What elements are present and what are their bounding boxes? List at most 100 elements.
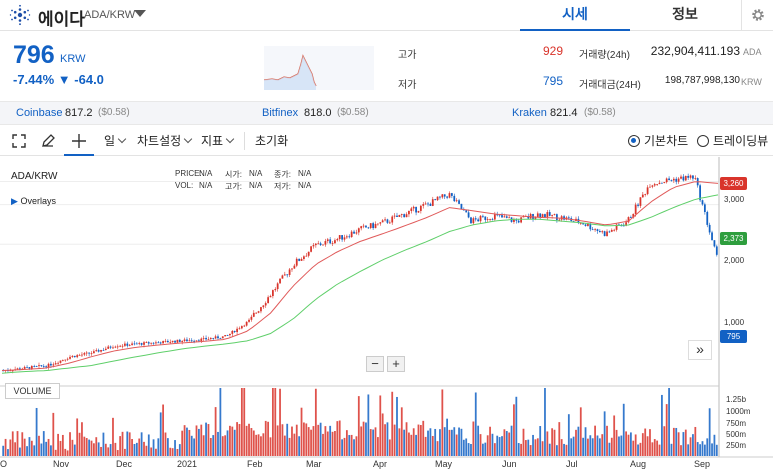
- period-dropdown[interactable]: 일: [104, 126, 127, 156]
- basic-chart-radio[interactable]: [628, 135, 640, 147]
- volume-bar: [610, 437, 613, 456]
- volume-bar: [61, 434, 64, 456]
- volume-bar: [95, 437, 98, 456]
- volume-bar: [57, 433, 59, 456]
- volume-bar: [362, 421, 365, 456]
- candle: [703, 204, 706, 212]
- candle: [393, 215, 396, 217]
- candle: [81, 354, 83, 356]
- volume-bar: [135, 442, 138, 456]
- candle: [369, 223, 372, 228]
- volume-bar: [486, 435, 489, 456]
- indicator-dropdown[interactable]: 지표: [201, 126, 235, 156]
- volume-bar: [372, 429, 375, 456]
- volume-bar: [169, 447, 172, 456]
- volume-tag[interactable]: VOLUME: [5, 383, 60, 399]
- candle: [59, 360, 62, 363]
- candle: [169, 342, 172, 343]
- volume-bar: [14, 442, 17, 456]
- volume-bar: [462, 439, 465, 456]
- volume-bar: [150, 447, 153, 456]
- volume-bar: [121, 431, 124, 456]
- candle: [52, 364, 55, 366]
- candle: [140, 343, 143, 345]
- settings-button[interactable]: [741, 0, 773, 31]
- volume-bar: [505, 431, 508, 456]
- candle: [102, 349, 105, 351]
- candle: [202, 337, 205, 339]
- reset-button[interactable]: 초기화: [255, 134, 289, 148]
- exchange-name[interactable]: Coinbase: [16, 107, 63, 119]
- volume-bar: [200, 424, 203, 456]
- zoom-out-button[interactable]: −: [366, 356, 384, 372]
- scroll-right-button[interactable]: »: [688, 340, 712, 360]
- candle: [551, 214, 554, 216]
- volume-bar: [649, 429, 651, 456]
- volume-bar: [217, 431, 219, 456]
- price-chart[interactable]: ADA/KRW ▶ Overlays PRICE: N/A 시가: N/A 종가…: [0, 157, 773, 476]
- volume-bar: [334, 430, 336, 456]
- volume-bar: [90, 440, 93, 456]
- volume-bar: [367, 394, 370, 456]
- candle: [260, 307, 262, 312]
- candle: [639, 197, 642, 206]
- tab-quote[interactable]: 시세: [520, 0, 630, 31]
- candle: [677, 178, 680, 182]
- volume-bar: [221, 436, 224, 456]
- volume-bar: [245, 425, 248, 456]
- volume-bar: [560, 439, 563, 456]
- candle: [582, 223, 585, 225]
- volume-bar: [229, 425, 231, 456]
- candle: [496, 214, 499, 216]
- volume-bar: [458, 427, 460, 456]
- candle: [682, 176, 685, 181]
- candle: [207, 339, 210, 340]
- exchange-price: 821.4: [550, 107, 578, 119]
- volume-bar: [88, 439, 91, 456]
- volume-bar: [551, 428, 554, 456]
- volume-bar: [133, 443, 136, 456]
- volume-bar: [472, 421, 475, 456]
- volume-bar: [665, 404, 668, 456]
- candle: [556, 214, 558, 221]
- exchange-name[interactable]: Kraken: [512, 107, 547, 119]
- candle: [477, 219, 480, 222]
- basic-chart-label[interactable]: 기본차트: [644, 134, 689, 148]
- exchange-name[interactable]: Bitfinex: [262, 107, 299, 119]
- candle: [391, 216, 394, 223]
- tradingview-label[interactable]: 트레이딩뷰: [713, 134, 769, 148]
- candle: [76, 355, 79, 358]
- volume-bar: [243, 388, 246, 456]
- info-price-value: N/A: [199, 169, 213, 178]
- candle: [517, 220, 520, 223]
- volume-bar: [21, 432, 24, 456]
- volume-bar: [64, 448, 67, 456]
- candle: [634, 204, 637, 214]
- candle: [424, 203, 427, 205]
- volume-bar: [102, 432, 105, 456]
- x-tick-label: Mar: [306, 459, 322, 469]
- candle: [193, 340, 196, 342]
- candle: [429, 203, 432, 206]
- fullscreen-icon[interactable]: [11, 133, 27, 149]
- tradingview-radio[interactable]: [697, 135, 709, 147]
- candle: [422, 204, 425, 206]
- chart-settings-dropdown[interactable]: 차트설정: [137, 126, 193, 156]
- volume-bar: [632, 440, 635, 456]
- tab-info[interactable]: 정보: [672, 6, 698, 22]
- exchange-usd: ($0.58): [337, 107, 369, 118]
- candle: [577, 218, 580, 224]
- candlestick-chart[interactable]: [0, 157, 773, 476]
- volume-bar: [188, 429, 191, 456]
- overlays-toggle[interactable]: ▶ Overlays: [11, 196, 56, 207]
- volume-bar: [116, 450, 119, 456]
- amount-value: 198,787,998,130: [664, 75, 740, 86]
- candle: [276, 283, 279, 290]
- pencil-icon[interactable]: [40, 133, 56, 149]
- zoom-in-button[interactable]: +: [387, 356, 405, 372]
- coin-select-caret-icon[interactable]: [134, 10, 146, 17]
- volume-bar: [317, 424, 320, 456]
- candle: [493, 214, 496, 220]
- candle: [515, 219, 518, 221]
- crosshair-button[interactable]: [64, 126, 94, 156]
